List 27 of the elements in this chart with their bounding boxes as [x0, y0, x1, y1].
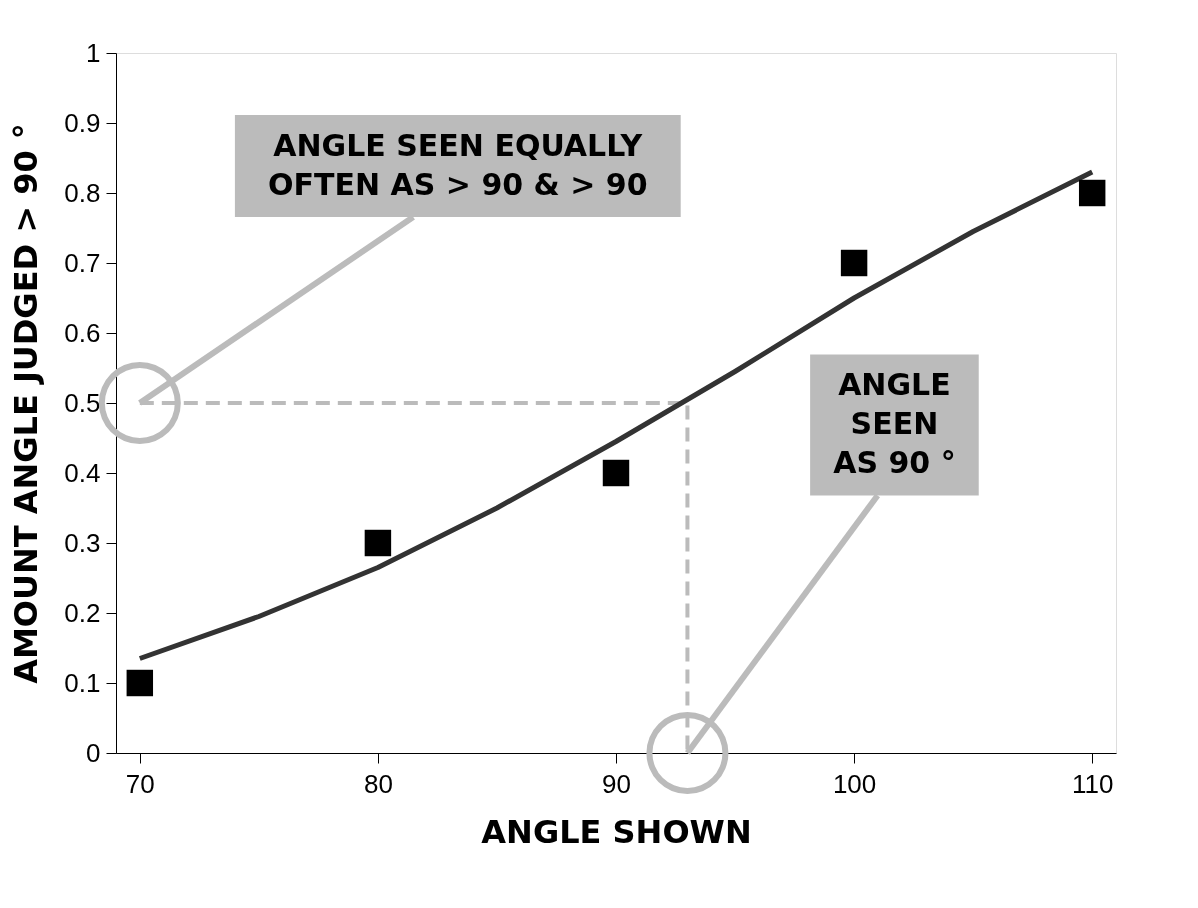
point [126, 669, 154, 697]
x-tick-label: 70 [125, 768, 155, 799]
y-axis-title: AMOUNT ANGLE JUDGED > 90 ° [7, 123, 46, 684]
y-tick-label: 0.6 [64, 317, 101, 348]
x-tick-label: 110 [1071, 768, 1114, 799]
point [98, 362, 181, 444]
y-tick-label: 0.3 [64, 527, 101, 558]
x-axis-title: ANGLE SHOWN [481, 812, 752, 851]
y-tick-label: 0.7 [64, 247, 101, 278]
y-tick-label: 0.8 [64, 177, 101, 208]
annotation: ANGLE SEEN AS 90 ° [833, 367, 956, 480]
x-tick-label: 80 [363, 768, 393, 799]
y-tick-label: 0.9 [64, 107, 101, 138]
point [1078, 179, 1106, 207]
point [602, 459, 630, 487]
y-tick-label: 0.5 [64, 387, 101, 418]
y-tick-label: 0 [86, 737, 101, 768]
x-tick-label: 90 [602, 768, 631, 799]
y-tick-label: 0.1 [64, 667, 101, 698]
y-tick-label: 0.4 [64, 457, 101, 488]
x-tick-label: 100 [832, 768, 877, 799]
point [840, 249, 868, 277]
y-tick-label: 1 [86, 37, 101, 68]
annotation: ANGLE SEEN EQUALLY OFTEN AS > 90 & > 90 [268, 127, 648, 202]
point [646, 712, 729, 794]
point [364, 529, 392, 557]
y-tick-label: 0.2 [64, 597, 101, 628]
